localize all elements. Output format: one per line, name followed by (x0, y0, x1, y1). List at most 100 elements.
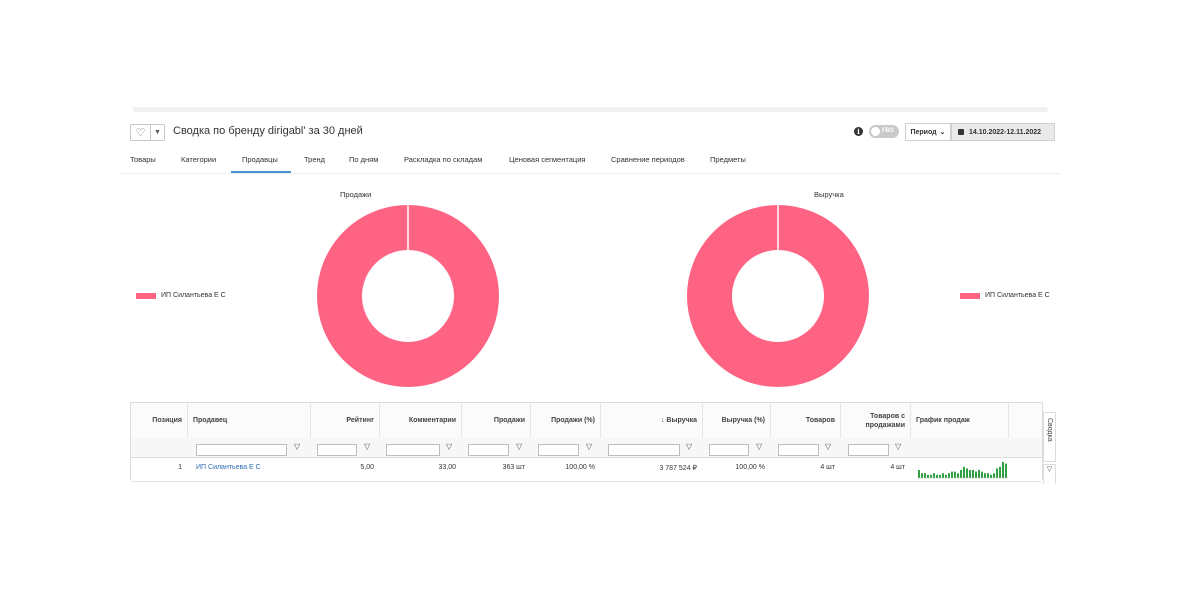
summary-side-label: Сводка (1046, 418, 1053, 442)
col-seller[interactable]: Продавец (188, 403, 311, 438)
filter-icon[interactable]: ▽ (825, 442, 832, 451)
sellers-table: Позиция Продавец Рейтинг Комментарии Про… (130, 402, 1043, 482)
sparkline-bar (924, 473, 926, 478)
chevron-down-icon[interactable]: ▼ (154, 129, 161, 136)
col-products-with-sales[interactable]: Товаров с продажами (841, 403, 911, 438)
filter-icon[interactable]: ▽ (756, 442, 763, 451)
revenue-chart-title: Выручка (814, 190, 844, 199)
sales-donut-chart[interactable] (316, 204, 500, 388)
tab-categories[interactable]: Категории (181, 155, 217, 164)
legend-swatch (136, 292, 156, 299)
cell-sales-pct: 100,00 % (565, 464, 595, 471)
filter-icon[interactable]: ▽ (516, 442, 523, 451)
tab-trend[interactable]: Тренд (304, 155, 326, 164)
tab-products[interactable]: Товары (130, 155, 156, 164)
sparkline-bar (963, 466, 965, 478)
tab-period-comparison[interactable]: Сравнение периодов (611, 155, 685, 164)
cell-products: 4 шт (820, 464, 835, 471)
fbs-label: FBS (882, 128, 894, 134)
favorite-control[interactable]: ♡ ▼ (130, 124, 165, 141)
filter-icon[interactable]: ▽ (446, 442, 453, 451)
seller-filter-input[interactable] (196, 441, 287, 456)
tab-subjects[interactable]: Предметы (710, 155, 746, 164)
sparkline-bar (957, 473, 959, 478)
products-with-sales-filter-input[interactable] (848, 441, 889, 456)
chevron-down-icon: ⌄ (939, 129, 946, 136)
sparkline-bar (990, 474, 992, 478)
filter-icon[interactable]: ▽ (895, 442, 902, 451)
summary-side-tab[interactable]: Сводка (1043, 412, 1056, 462)
sparkline-bar (936, 474, 938, 478)
info-icon[interactable]: i (854, 127, 863, 136)
cell-revenue: 3 787 524 ₽ (659, 465, 697, 472)
table-filter-row: ▽ ▽ ▽ ▽ ▽ ▽ ▽ ▽ ▽ (131, 438, 1042, 458)
cell-position: 1 (178, 464, 182, 471)
col-products[interactable]: Товаров (771, 403, 841, 438)
sparkline-bar (969, 470, 971, 478)
fbs-toggle[interactable]: FBS (869, 125, 899, 138)
sparkline-bar (996, 468, 998, 478)
sales-filter-input[interactable] (468, 441, 509, 456)
sparkline-bar (993, 473, 995, 478)
revenue-donut-chart[interactable] (686, 204, 870, 388)
filter-icon[interactable]: ▽ (364, 442, 371, 451)
col-revenue-pct[interactable]: Выручка (%) (703, 403, 771, 438)
heart-icon[interactable]: ♡ (131, 125, 151, 140)
col-position[interactable]: Позиция (131, 403, 188, 438)
sales-chart-legend[interactable]: ИП Силантьева Е С (136, 292, 226, 299)
cell-seller-link[interactable]: ИП Силантьева Е С (196, 464, 261, 471)
tab-price-segmentation[interactable]: Ценовая сегментация (509, 155, 586, 164)
filter-icon[interactable]: ▽ (294, 442, 301, 451)
top-band (133, 107, 1048, 112)
sparkline-bar (987, 473, 989, 478)
sparkline-bar (939, 474, 941, 478)
col-sales-pct[interactable]: Продажи (%) (531, 403, 601, 438)
toggle-knob (871, 127, 880, 136)
sparkline-bar (930, 474, 932, 478)
tab-warehouses[interactable]: Раскладка по складам (404, 155, 483, 164)
sparkline-bar (981, 471, 983, 478)
tab-by-days[interactable]: По дням (349, 155, 379, 164)
col-revenue[interactable]: ↓ Выручка (601, 403, 703, 438)
revenue-pct-filter-input[interactable] (709, 441, 749, 456)
active-tab-indicator (231, 171, 291, 173)
col-sales[interactable]: Продажи (462, 403, 531, 438)
sparkline-bar (978, 470, 980, 478)
table-header-row: Позиция Продавец Рейтинг Комментарии Про… (131, 403, 1042, 439)
sparkline-bar (948, 473, 950, 478)
col-rating[interactable]: Рейтинг (311, 403, 380, 438)
sparkline-bar (942, 473, 944, 478)
sparkline-bar (921, 473, 923, 478)
date-range: 14.10.2022-12.11.2022 (969, 128, 1042, 136)
col-sales-graph[interactable]: График продаж (911, 403, 1009, 438)
cell-sales: 363 шт (502, 464, 525, 471)
rating-filter-input[interactable] (317, 441, 357, 456)
sparkline-bar (933, 473, 935, 478)
filter-icon[interactable]: ▽ (586, 442, 593, 451)
comments-filter-input[interactable] (386, 441, 440, 456)
tab-sellers[interactable]: Продавцы (242, 155, 278, 164)
revenue-filter-input[interactable] (608, 441, 680, 456)
filter-icon[interactable]: ▽ (686, 442, 693, 451)
sparkline-bar (945, 474, 947, 478)
sparkline-bar (972, 470, 974, 478)
sparkline-bar (927, 474, 929, 478)
table-row[interactable]: 1 ИП Силантьева Е С 5,00 33,00 363 шт 10… (131, 458, 1042, 482)
sparkline-bar (975, 471, 977, 478)
cell-products-with-sales: 4 шт (890, 464, 905, 471)
date-range-picker[interactable]: 14.10.2022-12.11.2022 (951, 123, 1055, 141)
page-title: Сводка по бренду dirigabl' за 30 дней (173, 125, 363, 137)
sparkline-bar (960, 470, 962, 478)
period-dropdown[interactable]: Период ⌄ (905, 123, 951, 141)
revenue-chart-legend[interactable]: ИП Силантьева Е С (960, 292, 1050, 299)
products-filter-input[interactable] (778, 441, 819, 456)
filter-side-tab[interactable]: ▽ (1043, 464, 1056, 484)
col-comments[interactable]: Комментарии (380, 403, 462, 438)
cell-rating: 5,00 (360, 464, 374, 471)
sparkline-bar (999, 466, 1001, 478)
cell-revenue-pct: 100,00 % (735, 464, 765, 471)
legend-label: ИП Силантьева Е С (985, 292, 1050, 299)
period-label: Период (910, 128, 937, 136)
sales-pct-filter-input[interactable] (538, 441, 579, 456)
tab-bar: Товары Категории Продавцы Тренд По дням … (120, 151, 1060, 174)
